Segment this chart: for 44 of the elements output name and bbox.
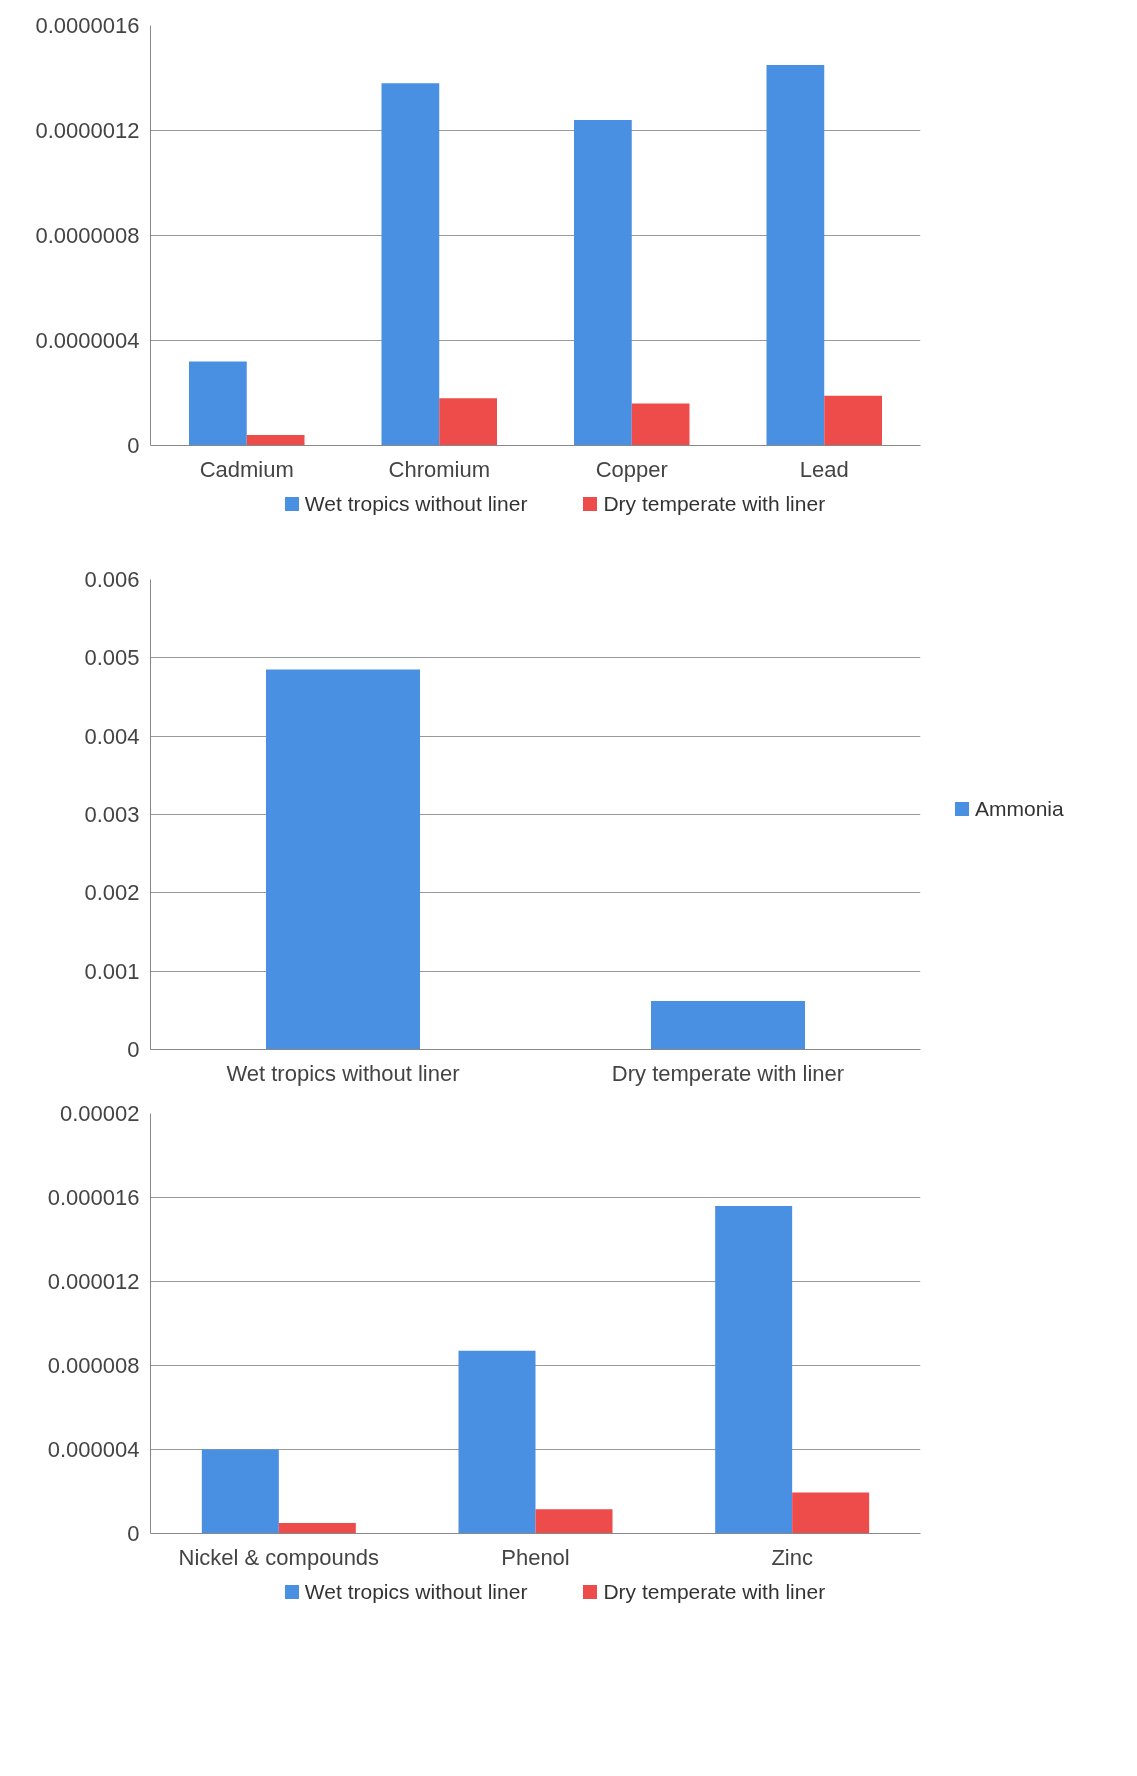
bar [792,1492,870,1534]
y-tick-label: 0.004 [84,723,140,749]
x-tick-label: Cadmium [199,456,294,482]
legend-label: Wet tropics without liner [304,1579,528,1605]
bar [574,120,632,446]
legend-label: Dry temperate with liner [603,1579,826,1605]
bar [715,1205,793,1534]
bar [824,395,882,446]
y-tick-label: 0.000004 [47,1437,140,1462]
x-tick-label: Nickel & compounds [178,1544,380,1570]
y-tick-label: 0 [127,1521,140,1546]
legend-label: Wet tropics without liner [304,491,528,517]
x-tick-label: Zinc [771,1544,813,1570]
bar [201,1449,279,1534]
bar [458,1350,536,1534]
y-tick-label: 0.0000016 [35,13,140,38]
bar [535,1509,613,1534]
bar [631,403,690,446]
y-tick-label: 0.0000004 [35,328,140,353]
y-tick-label: 0.0000008 [35,223,140,248]
y-tick-label: 0.00002 [59,1101,140,1126]
y-tick-label: 0.000016 [47,1185,140,1210]
y-tick-label: 0.003 [84,802,140,827]
legend-label: Ammonia [975,796,1064,822]
bar [381,83,440,446]
bar [246,435,305,446]
y-tick-label: 0.005 [84,645,140,671]
x-tick-label: Lead [799,456,849,482]
y-tick-label: 0.002 [84,880,140,906]
y-tick-label: 0.0000012 [35,118,140,143]
y-tick-label: 0.001 [84,958,140,984]
x-tick-label: Phenol [501,1544,570,1570]
bar [766,64,825,446]
y-tick-label: 0 [127,1037,140,1062]
y-tick-label: 0 [127,433,140,458]
y-tick-label: 0.006 [84,567,140,592]
legend-label: Dry temperate with liner [603,491,826,517]
bar [278,1523,356,1534]
y-tick-label: 0.000008 [47,1353,140,1378]
x-tick-label: Copper [595,456,668,482]
y-tick-label: 0.000012 [47,1269,140,1294]
bar [189,361,247,446]
bar [439,398,497,446]
x-tick-label: Chromium [388,456,490,482]
